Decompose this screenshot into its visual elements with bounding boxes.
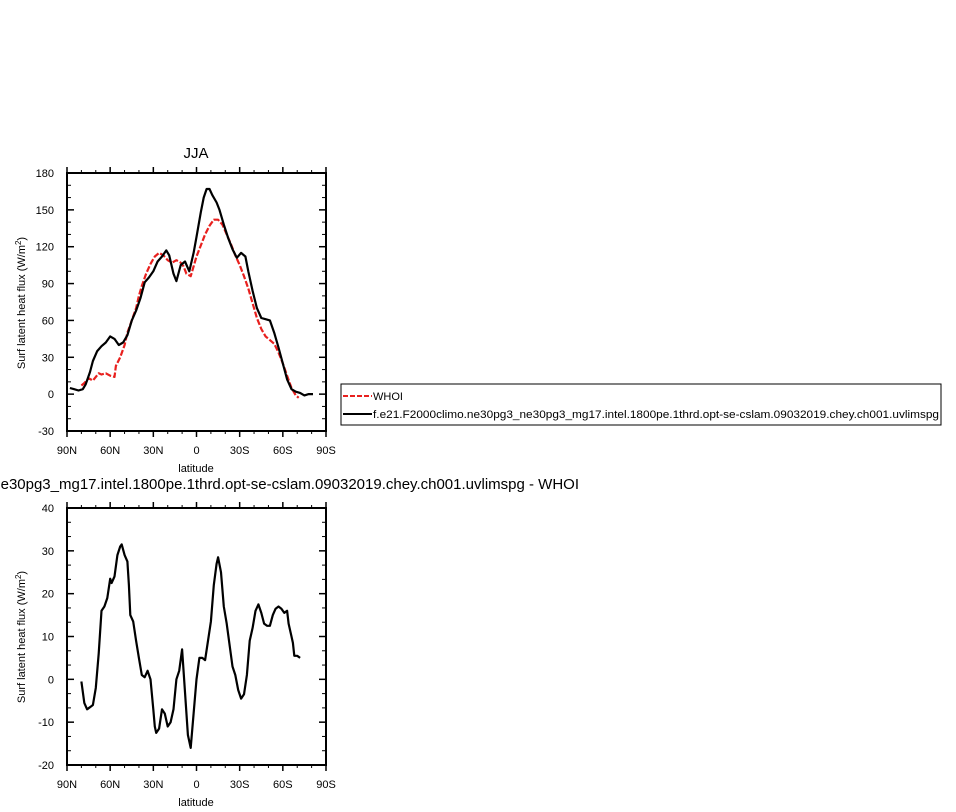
- bottom-chart-x-tick-label: 30N: [143, 779, 163, 791]
- top-chart-x-tick-label: 60S: [273, 445, 293, 457]
- top-chart-y-tick-label: 120: [36, 242, 54, 254]
- bottom-chart-x-tick-label: 90N: [57, 779, 77, 791]
- top-chart-series-1-line: [69, 187, 313, 397]
- bottom-chart-x-tick-label: 60N: [100, 779, 120, 791]
- bottom-chart-series-0-line: [80, 543, 301, 749]
- top-chart: JJA -30 0 30 60 90 120 150 180 90N 60N 30N 0 30S 60S 9…: [14, 145, 336, 475]
- top-chart-y-tick-label: 180: [36, 168, 54, 180]
- top-chart-x-tick-label: 30N: [143, 445, 163, 457]
- bottom-chart-y-tick-label: 20: [42, 589, 54, 601]
- legend-label-whoi: WHOI: [373, 391, 403, 403]
- top-chart-y-tick-label: 150: [36, 205, 54, 217]
- bottom-chart-y-tick-label: 40: [42, 503, 54, 515]
- bottom-chart-y-axis-label-sup: 2: [14, 574, 23, 579]
- top-chart-y-tick-label: -30: [38, 426, 54, 438]
- bottom-chart-frame: [66, 507, 327, 766]
- top-chart-y-tick-label: 30: [42, 352, 54, 364]
- legend-label-model: f.e21.F2000climo.ne30pg3_ne30pg3_mg17.in…: [373, 409, 939, 421]
- top-chart-x-tick-label: 90S: [316, 445, 336, 457]
- bottom-chart-x-axis-label: latitude: [178, 797, 213, 809]
- top-chart-y-tick-label: 0: [48, 389, 54, 401]
- bottom-chart-title: ne30pg3_ne30pg3_mg17.intel.1800pe.1thrd.…: [0, 476, 579, 493]
- top-chart-x-axis-label: latitude: [178, 463, 213, 475]
- bottom-chart-y-tick-label: 10: [42, 632, 54, 644]
- bottom-chart-y-tick-label: 0: [48, 674, 54, 686]
- top-chart-series-0-line: [80, 218, 300, 399]
- bottom-chart-y-axis-label-main: Surf latent heat flux (W/m: [16, 579, 28, 703]
- bottom-chart-plot-area: -20 -10 0 10 20 30 40 90N 60N 30N 0 30S 60S 90S: [38, 502, 336, 791]
- top-chart-x-tick-label: 0: [193, 445, 199, 457]
- bottom-chart-y-tick-label: -20: [38, 760, 54, 772]
- top-chart-y-axis-label-main: Surf latent heat flux (W/m: [16, 245, 28, 369]
- top-chart-x-tick-label: 30S: [230, 445, 250, 457]
- top-chart-title: JJA: [183, 145, 208, 162]
- top-chart-plot-area: -30 0 30 60 90 120 150 180 90N 60N 30N 0 30S 60S 90S: [36, 167, 336, 457]
- top-chart-frame: [66, 172, 327, 432]
- bottom-chart-x-tick-label: 0: [193, 779, 199, 791]
- top-chart-y-tick-label: 60: [42, 315, 54, 327]
- top-chart-y-axis-label: Surf latent heat flux (W/m2): [14, 237, 28, 369]
- bottom-chart-x-tick-label: 90S: [316, 779, 336, 791]
- bottom-chart-y-tick-label: 30: [42, 546, 54, 558]
- bottom-chart-y-tick-label: -10: [38, 717, 54, 729]
- legend-box: [340, 383, 942, 426]
- top-chart-y-axis-label-close: ): [16, 237, 28, 241]
- legend: WHOI f.e21.F2000climo.ne30pg3_ne30pg3_mg…: [340, 383, 942, 426]
- bottom-chart: ne30pg3_ne30pg3_mg17.intel.1800pe.1thrd.…: [0, 476, 579, 809]
- top-chart-x-tick-label: 60N: [100, 445, 120, 457]
- top-chart-y-tick-label: 90: [42, 279, 54, 291]
- top-chart-y-axis-label-sup: 2: [14, 240, 23, 245]
- bottom-chart-y-axis-label: Surf latent heat flux (W/m2): [14, 571, 28, 703]
- top-chart-x-tick-label: 90N: [57, 445, 77, 457]
- bottom-chart-y-axis-label-close: ): [16, 571, 28, 575]
- bottom-chart-x-tick-label: 30S: [230, 779, 250, 791]
- bottom-chart-x-tick-label: 60S: [273, 779, 293, 791]
